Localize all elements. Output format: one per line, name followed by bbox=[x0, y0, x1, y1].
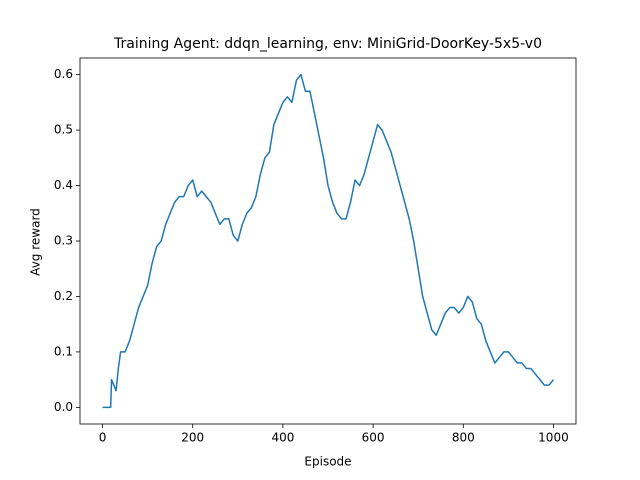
plot-frame bbox=[79, 57, 577, 425]
x-tick-label: 600 bbox=[362, 431, 385, 445]
chart-title: Training Agent: ddqn_learning, env: Mini… bbox=[113, 36, 542, 52]
y-tick-label: 0.1 bbox=[54, 344, 73, 358]
x-axis-label: Episode bbox=[304, 455, 351, 469]
y-tick-label: 0.5 bbox=[54, 123, 73, 137]
line-series bbox=[102, 73, 555, 409]
y-tick-label: 0.6 bbox=[54, 67, 73, 81]
y-tick-label: 0.3 bbox=[54, 234, 73, 248]
y-tick-label: 0.4 bbox=[54, 178, 73, 192]
y-tick-label: 0.0 bbox=[54, 400, 73, 414]
x-tick-label: 400 bbox=[271, 431, 294, 445]
x-tick-label: 800 bbox=[452, 431, 475, 445]
y-axis-label: Avg reward bbox=[29, 208, 43, 276]
y-tick-label: 0.2 bbox=[54, 289, 73, 303]
x-tick-label: 1000 bbox=[538, 431, 569, 445]
x-tick-label: 0 bbox=[99, 431, 107, 445]
x-tick-label: 200 bbox=[181, 431, 204, 445]
